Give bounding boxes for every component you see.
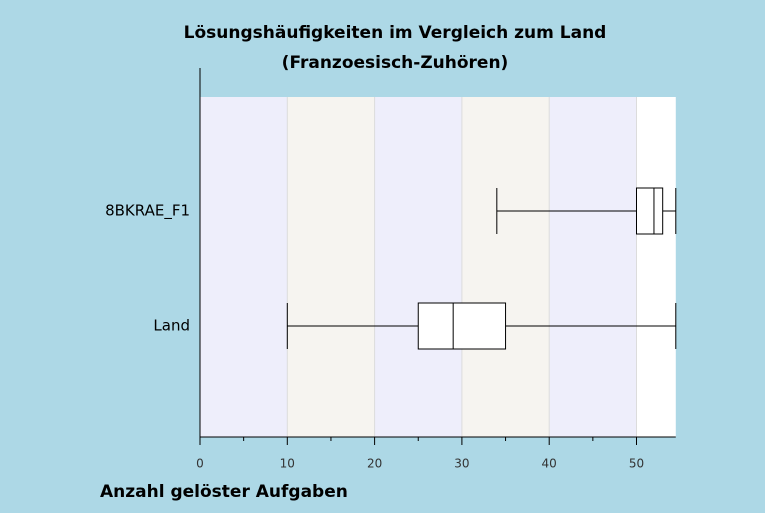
box (636, 187, 664, 235)
band (287, 97, 375, 437)
box (417, 302, 507, 350)
y-tick-label: 8BKRAE_F1 (105, 202, 190, 221)
x-tick-label: 10 (280, 457, 295, 471)
x-tick-label: 40 (542, 457, 557, 471)
chart-title: Lösungshäufigkeiten im Vergleich zum Lan… (184, 23, 607, 43)
band (461, 97, 550, 437)
x-tick-label: 50 (629, 457, 644, 471)
x-tick-label: 0 (196, 457, 204, 471)
x-tick-label: 20 (367, 457, 382, 471)
y-tick-label: Land (153, 317, 190, 335)
x-tick-label: 30 (454, 457, 469, 471)
chart-subtitle: (Franzoesisch-Zuhören) (282, 53, 509, 73)
x-axis-label: Anzahl gelöster Aufgaben (100, 482, 348, 502)
band (374, 97, 462, 437)
band (200, 97, 288, 437)
band (549, 97, 637, 437)
